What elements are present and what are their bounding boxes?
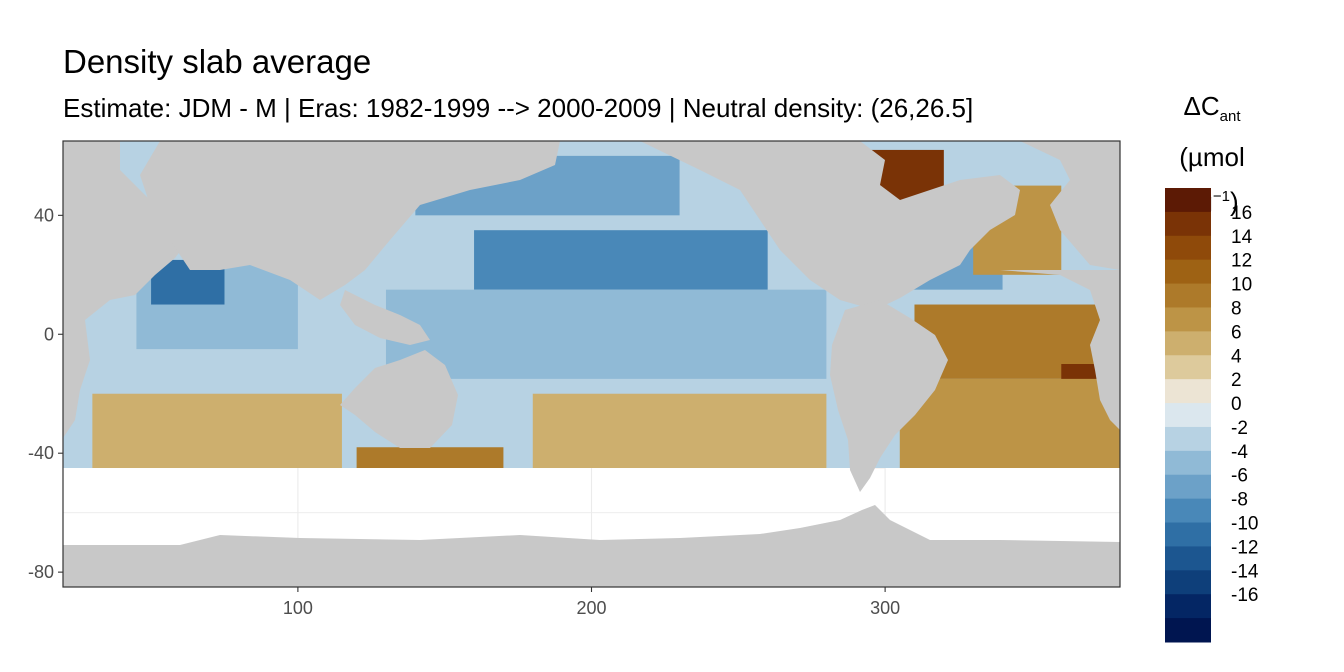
colorbar-bin — [1165, 498, 1211, 524]
colorbar-bin — [1165, 188, 1211, 213]
colorbar-label--2: -2 — [1231, 418, 1248, 439]
colorbar-label-6: 6 — [1231, 322, 1242, 343]
region-tropical-pacific — [385, 289, 827, 379]
chart-title: Density slab average — [63, 43, 372, 80]
colorbar-label-8: 8 — [1231, 298, 1242, 319]
region-indian-ocean-south — [92, 393, 342, 469]
colorbar-bin — [1165, 522, 1211, 547]
region-south-australia-southern-ocean — [356, 447, 504, 469]
colorbar-bin — [1165, 546, 1211, 571]
colorbar-label--8: -8 — [1231, 490, 1248, 511]
colorbar-bin — [1165, 331, 1211, 356]
europe-land — [1020, 141, 1120, 270]
colorbar-legend: 16 14 12 108 6 4 2 0 -2 -4 -6 -8 -10-12 -14 -16 — [1165, 188, 1259, 643]
colorbar-label-12: 12 — [1231, 251, 1252, 272]
north-america-land — [640, 141, 1020, 310]
colorbar-bin — [1165, 283, 1211, 308]
colorbar-bin — [1165, 259, 1211, 285]
colorbar-label-14: 14 — [1231, 227, 1253, 248]
maritime-continent-land — [340, 290, 430, 345]
y-tick-label--40: -40 — [28, 443, 54, 463]
colorbar-bin — [1165, 235, 1211, 261]
colorbar-bin — [1165, 474, 1211, 500]
colorbar-bin — [1165, 403, 1211, 428]
y-tick-label--80: -80 — [28, 562, 54, 582]
colorbar-label-2: 2 — [1231, 370, 1242, 391]
colorbar-label-4: 4 — [1231, 346, 1242, 367]
colorbar-label--16: -16 — [1231, 585, 1258, 606]
x-tick-label-200: 200 — [576, 598, 606, 618]
antarctica-coast — [63, 505, 1120, 587]
colorbar-bin — [1165, 307, 1211, 332]
legend-title-variable: ΔCant — [1183, 91, 1241, 126]
y-tick-label-0: 0 — [44, 324, 54, 344]
colorbar-label--10: -10 — [1231, 514, 1258, 535]
asia-land — [140, 141, 560, 300]
colorbar-label-10: 10 — [1231, 275, 1252, 296]
y-tick-label-40: 40 — [34, 205, 54, 225]
africa-land — [63, 141, 185, 438]
land-mask — [63, 141, 1120, 587]
x-tick-label-300: 300 — [870, 598, 900, 618]
colorbar-label--4: -4 — [1231, 442, 1248, 463]
colorbar-bin — [1165, 355, 1211, 380]
chart-subtitle: Estimate: JDM - M | Eras: 1982-1999 --> … — [63, 93, 974, 123]
colorbar-bin — [1165, 570, 1211, 595]
colorbar-label-0: 0 — [1231, 394, 1242, 415]
colorbar-label--6: -6 — [1231, 466, 1248, 487]
west-africa-land — [1000, 270, 1120, 430]
colorbar-bin — [1165, 211, 1211, 237]
region-south-pacific-subtropics — [532, 393, 827, 469]
region-north-pacific-subtropical-gyre — [474, 230, 768, 290]
colorbar-bin — [1165, 618, 1211, 643]
region-south-atlantic — [899, 378, 1120, 469]
colorbar-bin — [1165, 426, 1211, 452]
colorbar-bin — [1165, 379, 1211, 404]
colorbar-label-16: 16 — [1231, 203, 1252, 224]
x-tick-label-100: 100 — [283, 598, 313, 618]
colorbar-bin — [1165, 594, 1211, 619]
colorbar-label--14: -14 — [1231, 561, 1259, 582]
colorbar-bin — [1165, 450, 1211, 476]
south-america-land — [830, 300, 948, 492]
australia-land — [340, 350, 458, 448]
colorbar-label--12: -12 — [1231, 537, 1258, 558]
